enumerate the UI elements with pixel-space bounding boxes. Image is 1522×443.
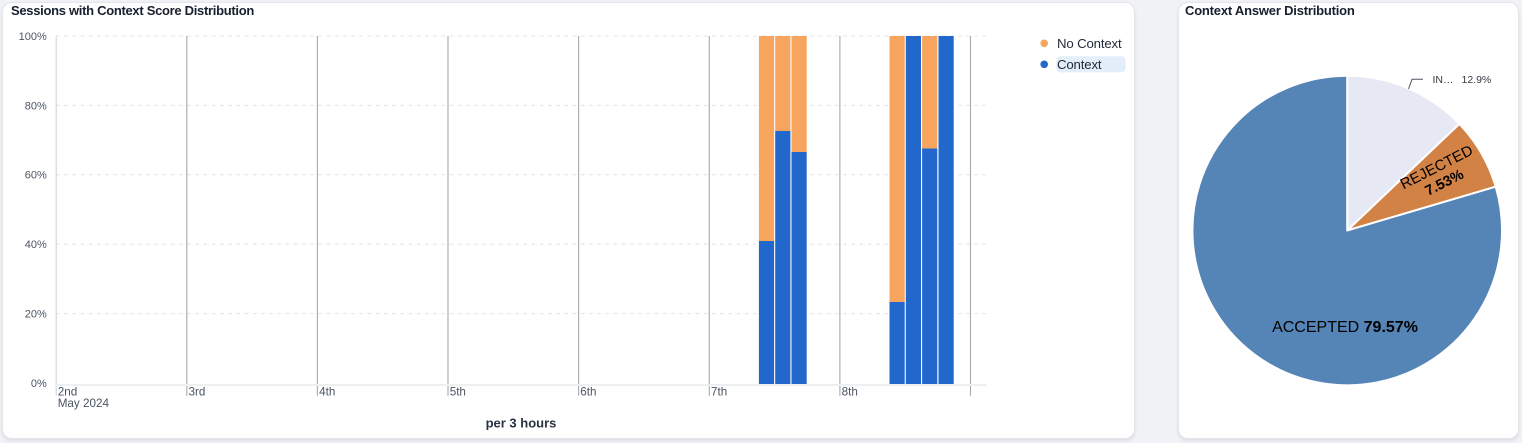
svg-text:ACCEPTED 79.57%: ACCEPTED 79.57% bbox=[1272, 319, 1418, 336]
svg-text:6th: 6th bbox=[580, 386, 596, 399]
svg-text:4th: 4th bbox=[319, 386, 335, 399]
svg-text:IN…: IN… bbox=[1433, 74, 1454, 86]
svg-text:60%: 60% bbox=[25, 170, 47, 182]
svg-text:20%: 20% bbox=[25, 309, 47, 321]
svg-text:3rd: 3rd bbox=[189, 386, 206, 399]
svg-text:8th: 8th bbox=[842, 386, 858, 399]
svg-text:12.9%: 12.9% bbox=[1462, 74, 1492, 86]
svg-text:Context: Context bbox=[1057, 57, 1102, 72]
svg-text:0%: 0% bbox=[31, 378, 47, 390]
svg-text:May 2024: May 2024 bbox=[58, 397, 110, 410]
svg-text:2nd: 2nd bbox=[58, 386, 78, 399]
svg-text:Context Answer Distribution: Context Answer Distribution bbox=[1185, 3, 1355, 18]
svg-text:No Context: No Context bbox=[1057, 36, 1122, 51]
svg-text:80%: 80% bbox=[25, 100, 47, 112]
svg-text:per 3 hours: per 3 hours bbox=[486, 416, 557, 431]
svg-text:5th: 5th bbox=[450, 386, 466, 399]
svg-text:40%: 40% bbox=[25, 239, 47, 251]
svg-text:Sessions with Context Score Di: Sessions with Context Score Distribution bbox=[11, 3, 254, 18]
svg-text:100%: 100% bbox=[19, 31, 47, 43]
svg-text:7th: 7th bbox=[711, 386, 727, 399]
